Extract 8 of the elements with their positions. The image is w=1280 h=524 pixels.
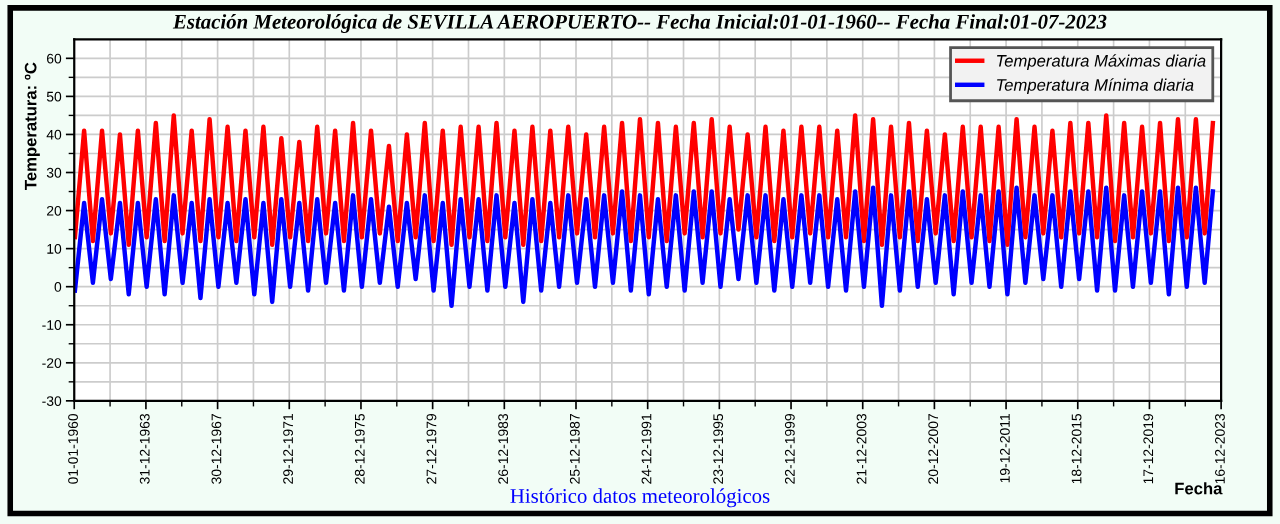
chart-title: Estación Meteorológica de SEVILLA AEROPUERTO-- Fecha Inicial:01-01-1960-- Fecha Final:01-07-2023 (172, 14, 1107, 34)
legend-label: Temperatura Mínima diaria (997, 78, 1194, 95)
line-series (74, 185, 1216, 308)
text: Histórico datos meteorológicos (510, 488, 770, 508)
y-axis-title: Temperatura: ºC (24, 62, 40, 190)
legend-label: Temperatura Máximas diaria (997, 54, 1206, 71)
line-series (74, 113, 1216, 248)
x-axis-title: Fecha (1175, 482, 1223, 495)
